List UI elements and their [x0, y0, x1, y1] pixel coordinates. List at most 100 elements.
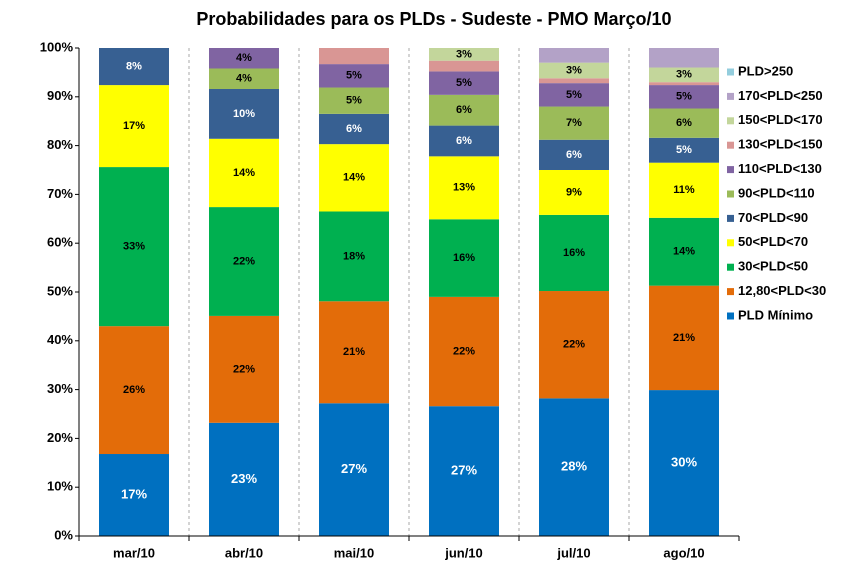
- legend-label: 110<PLD<130: [738, 161, 822, 176]
- data-label: 23%: [231, 471, 257, 486]
- bar-segment: [209, 68, 279, 89]
- bar-segment: [429, 94, 499, 126]
- legend-swatch: [727, 239, 734, 247]
- y-tick-label: 20%: [47, 430, 73, 445]
- data-label: 33%: [123, 241, 145, 253]
- data-label: 17%: [121, 486, 147, 501]
- bar-segment: [539, 170, 609, 215]
- data-label: 6%: [456, 135, 472, 147]
- bar-segment: [99, 454, 169, 536]
- bar-segment: [429, 125, 499, 157]
- bar-segment: [539, 106, 609, 140]
- legend-swatch: [727, 141, 734, 149]
- bar-segment: [319, 211, 389, 302]
- legend-label: 130<PLD<150: [738, 137, 823, 152]
- bar-segment: [99, 326, 169, 455]
- data-label: 21%: [343, 346, 365, 358]
- legend-label: 90<PLD<110: [738, 185, 815, 200]
- y-tick-label: 50%: [47, 283, 73, 298]
- bar-segment: [209, 138, 279, 208]
- data-label: 14%: [673, 246, 695, 258]
- bar-segment: [319, 48, 389, 65]
- bar-segment: [649, 162, 719, 218]
- data-label: 16%: [453, 252, 475, 264]
- legend-swatch: [727, 312, 734, 320]
- data-label: 10%: [233, 108, 255, 120]
- bar-segment: [539, 291, 609, 399]
- data-label: 22%: [453, 345, 475, 357]
- legend-label: PLD Mínimo: [738, 307, 813, 322]
- legend-swatch: [727, 263, 734, 271]
- bar-segment: [319, 87, 389, 114]
- legend-label: PLD>250: [738, 63, 793, 78]
- x-tick-label: jun/10: [444, 545, 483, 560]
- chart-title: Probabilidades para os PLDs - Sudeste - …: [196, 9, 671, 29]
- legend-label: 70<PLD<90: [738, 210, 808, 225]
- data-label: 9%: [566, 186, 582, 198]
- bar-segment: [319, 113, 389, 145]
- bar-segment: [649, 217, 719, 286]
- bar-segment: [99, 85, 169, 168]
- bar-segment: [539, 62, 609, 79]
- bar-segment: [99, 167, 169, 327]
- legend-swatch: [727, 214, 734, 222]
- data-label: 5%: [566, 89, 582, 101]
- y-tick-label: 90%: [47, 88, 73, 103]
- data-label: 6%: [346, 123, 362, 135]
- data-label: 5%: [676, 144, 692, 156]
- legend-label: 30<PLD<50: [738, 259, 808, 274]
- bar-segment: [649, 108, 719, 138]
- data-label: 28%: [561, 459, 587, 474]
- bar-segment: [649, 85, 719, 109]
- bar-segment: [429, 156, 499, 220]
- bar-segment: [209, 207, 279, 316]
- y-tick-label: 100%: [40, 39, 74, 54]
- data-label: 22%: [563, 339, 585, 351]
- legend-label: 170<PLD<250: [738, 88, 823, 103]
- data-label: 3%: [676, 69, 692, 81]
- bar-segment: [319, 403, 389, 536]
- data-label: 18%: [343, 250, 365, 262]
- data-label: 4%: [236, 52, 252, 64]
- x-tick-label: mai/10: [334, 545, 374, 560]
- bar-segment: [209, 48, 279, 69]
- data-label: 22%: [233, 255, 255, 267]
- data-label: 6%: [456, 104, 472, 116]
- bar-segment: [429, 219, 499, 297]
- y-tick-label: 80%: [47, 137, 73, 152]
- bar-segment: [429, 48, 499, 61]
- data-label: 3%: [456, 48, 472, 60]
- x-tick-label: abr/10: [225, 545, 263, 560]
- data-label: 22%: [233, 363, 255, 375]
- x-tick-label: mar/10: [113, 545, 155, 560]
- bar-segment: [429, 71, 499, 95]
- legend-swatch: [727, 68, 734, 76]
- bar-segment: [319, 301, 389, 404]
- bar-segment: [649, 67, 719, 83]
- y-tick-label: 40%: [47, 332, 73, 347]
- bar-segment: [209, 88, 279, 139]
- bar-segment: [539, 398, 609, 536]
- data-label: 4%: [236, 73, 252, 85]
- y-tick-label: 0%: [54, 527, 73, 542]
- x-tick-label: ago/10: [663, 545, 704, 560]
- data-label: 5%: [676, 91, 692, 103]
- bar-segment: [649, 137, 719, 163]
- legend-swatch: [727, 166, 734, 174]
- data-label: 5%: [456, 77, 472, 89]
- bar-segment: [539, 83, 609, 107]
- bar-segment: [539, 78, 609, 84]
- bar-segment: [209, 422, 279, 536]
- data-label: 26%: [123, 384, 145, 396]
- y-tick-label: 10%: [47, 479, 73, 494]
- y-tick-label: 30%: [47, 381, 73, 396]
- data-label: 6%: [676, 117, 692, 129]
- bar-segment: [429, 60, 499, 72]
- data-label: 3%: [566, 64, 582, 76]
- data-label: 14%: [233, 167, 255, 179]
- data-label: 13%: [453, 182, 475, 194]
- data-label: 6%: [566, 149, 582, 161]
- data-label: 5%: [346, 70, 362, 82]
- legend-swatch: [727, 117, 734, 125]
